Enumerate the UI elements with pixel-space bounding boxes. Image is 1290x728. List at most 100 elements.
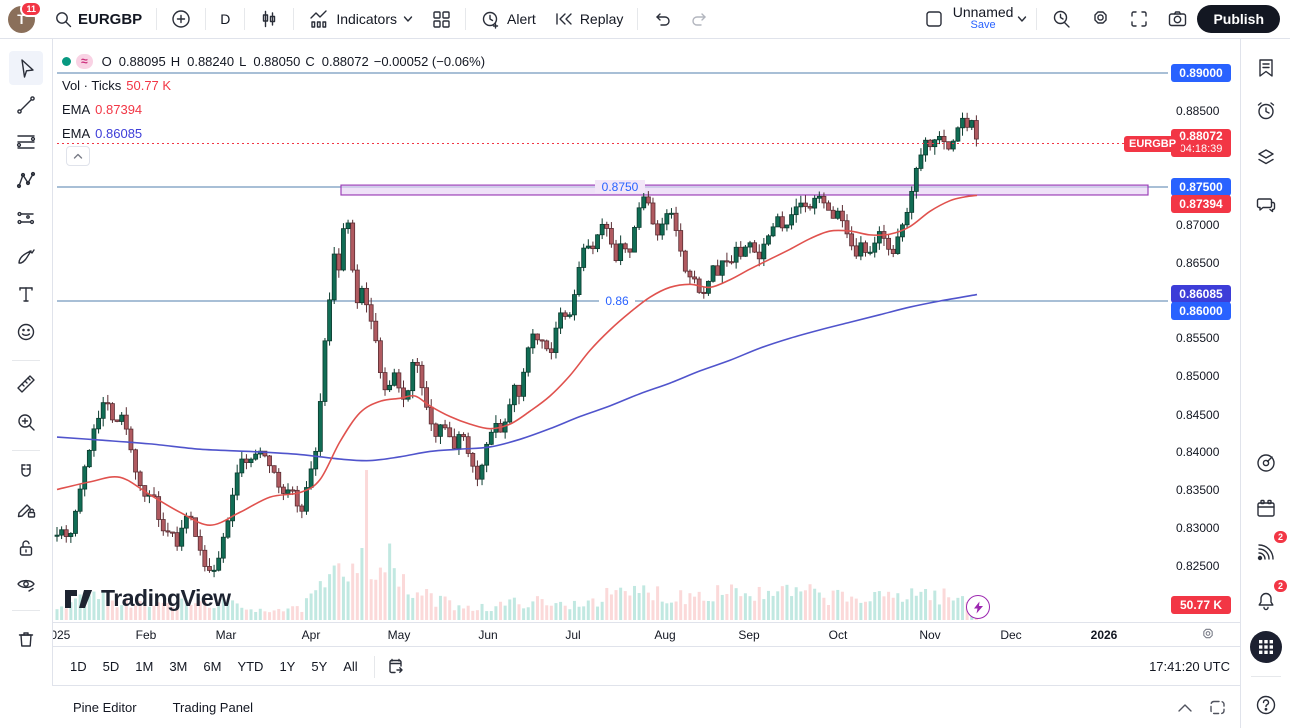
candlestick-icon (263, 10, 276, 28)
pattern-tool-button[interactable] (9, 163, 43, 197)
hide-drawings-button[interactable] (9, 568, 43, 602)
range-button-all[interactable]: All (343, 659, 358, 674)
ema-slow-line[interactable] (56, 293, 978, 462)
compare-add-button[interactable] (162, 4, 200, 34)
legend-ema-slow-row[interactable]: EMA 0.86085 (62, 121, 485, 145)
legend-collapse-button[interactable] (66, 146, 90, 166)
watermark-text: TradingView (101, 585, 231, 611)
search-icon (56, 12, 72, 28)
streams-count-badge: 2 (1273, 531, 1287, 543)
settings-button[interactable] (1081, 4, 1120, 34)
calendar-icon (1257, 499, 1275, 517)
magnet-tool-button[interactable] (9, 455, 43, 489)
streams-button[interactable]: 2 (1249, 531, 1287, 569)
help-icon (1256, 695, 1276, 715)
ema-slow-value: 0.86085 (95, 125, 143, 141)
bottom-tab-pine-editor[interactable]: Pine Editor (73, 700, 137, 715)
ohlc-high-value: 0.88240 (187, 53, 235, 69)
price-axis[interactable]: 0.88500 0.87000 0.86500 0.85500 0.85000 0.845… (1168, 38, 1240, 622)
time-axis[interactable]: 2025 Feb Mar Apr May Jun Jul Aug Sep Oct Nov Dec 202… (52, 622, 1240, 647)
axis-settings-gear-icon[interactable] (1200, 627, 1216, 643)
drawing-mode-button[interactable] (9, 493, 43, 527)
bar-countdown: 04:18:39 (1179, 143, 1223, 155)
redo-button[interactable] (681, 4, 719, 34)
user-avatar[interactable]: T 11 (8, 0, 42, 33)
top-toolbar: T 11 EURGBP D (0, 0, 1290, 39)
legend-volume-row[interactable]: Vol · Ticks 50.77 K (62, 73, 485, 97)
cursor-icon (21, 59, 34, 78)
gear-icon (1094, 10, 1108, 24)
emoji-tool-button[interactable] (9, 315, 43, 349)
layout-name-save[interactable]: Unnamed Save (953, 5, 1014, 32)
layout-button[interactable] (915, 4, 953, 34)
screener-button[interactable] (1249, 446, 1283, 480)
brush-tool-button[interactable] (9, 239, 43, 273)
time-axis-label: Jul (565, 628, 581, 642)
interval-button[interactable]: D (211, 4, 239, 34)
chart-canvas[interactable]: 0.8750 0.86 (52, 38, 1168, 622)
price-tick-label: 0.85000 (1176, 369, 1220, 383)
indicator-templates-button[interactable] (422, 4, 460, 34)
panel-maximize-icon[interactable] (1209, 700, 1226, 715)
range-button-1d[interactable]: 1D (70, 659, 87, 674)
time-axis-label: Nov (919, 628, 941, 642)
price-tick-label: 0.83500 (1176, 483, 1220, 497)
range-button-5y[interactable]: 5Y (311, 659, 328, 674)
event-flash-button[interactable] (966, 595, 990, 619)
fullscreen-button[interactable] (1120, 4, 1158, 34)
quick-search-button[interactable] (1042, 4, 1081, 34)
watchlist-button[interactable] (1249, 51, 1283, 85)
measure-tool-button[interactable] (9, 367, 43, 401)
price-tick-label: 0.86500 (1176, 256, 1220, 270)
save-link[interactable]: Save (970, 19, 996, 31)
publish-button[interactable]: Publish (1197, 5, 1280, 33)
lock-drawings-button[interactable] (9, 531, 43, 565)
goto-date-button[interactable] (383, 654, 409, 680)
fib-tool-button[interactable] (9, 125, 43, 159)
server-clock[interactable]: 17:41:20 UTC (1149, 659, 1230, 674)
text-tool-button[interactable] (9, 277, 43, 311)
range-button-ytd[interactable]: YTD (237, 659, 264, 674)
layout-menu-chevron[interactable] (1013, 4, 1031, 34)
projection-tool-button[interactable] (9, 201, 43, 235)
chat-button[interactable] (1249, 188, 1283, 222)
apps-menu-button[interactable] (1249, 630, 1283, 664)
bottom-tab-trading-panel[interactable]: Trading Panel (172, 700, 254, 715)
price-tick-label: 0.85500 (1176, 331, 1220, 345)
panel-expand-chevron-icon[interactable] (1177, 703, 1193, 713)
notifications-button[interactable]: 2 (1249, 580, 1287, 618)
remove-drawings-button[interactable] (9, 622, 43, 656)
object-tree-button[interactable] (1249, 140, 1283, 174)
range-button-1m[interactable]: 1M (135, 659, 154, 674)
legend-main-row[interactable]: ≈ O 0.88095 H 0.88240 L 0.88050 C 0.88072 −0… (62, 49, 485, 73)
range-button-1y[interactable]: 1Y (279, 659, 296, 674)
zoom-in-tool-button[interactable] (9, 405, 43, 439)
indicators-button[interactable]: Indicators (299, 4, 422, 34)
trendline-tool-button[interactable] (9, 88, 43, 122)
help-button[interactable] (1249, 688, 1283, 722)
ema-fast-line[interactable] (56, 194, 978, 527)
price-tick-label: 0.84000 (1176, 445, 1220, 459)
time-axis-label: Mar (215, 628, 237, 642)
range-button-3m[interactable]: 3M (169, 659, 188, 674)
cursor-tool-button[interactable] (9, 51, 43, 85)
replay-button[interactable]: Replay (545, 4, 633, 34)
time-axis-label: Dec (1000, 628, 1022, 642)
alert-button[interactable]: Alert (471, 4, 545, 34)
legend-ema-fast-row[interactable]: EMA 0.87394 (62, 97, 485, 121)
symbol-name: EURGBP (78, 10, 143, 28)
alerts-panel-button[interactable] (1249, 94, 1283, 128)
supply-zone-rect[interactable] (340, 184, 1149, 196)
range-button-6m[interactable]: 6M (203, 659, 222, 674)
bottom-panel: Pine Editor Trading Panel (0, 685, 1240, 728)
symbol-search-button[interactable]: EURGBP (45, 4, 151, 34)
calendar-button[interactable] (1249, 492, 1283, 526)
chart-type-button[interactable] (250, 4, 288, 34)
undo-button[interactable] (643, 4, 681, 34)
market-status-dot (62, 56, 71, 66)
time-axis-label: 2026 (1090, 628, 1118, 642)
ohlc-open-label: O (101, 53, 112, 69)
screenshot-button[interactable] (1158, 4, 1197, 34)
range-button-5d[interactable]: 5D (102, 659, 120, 674)
